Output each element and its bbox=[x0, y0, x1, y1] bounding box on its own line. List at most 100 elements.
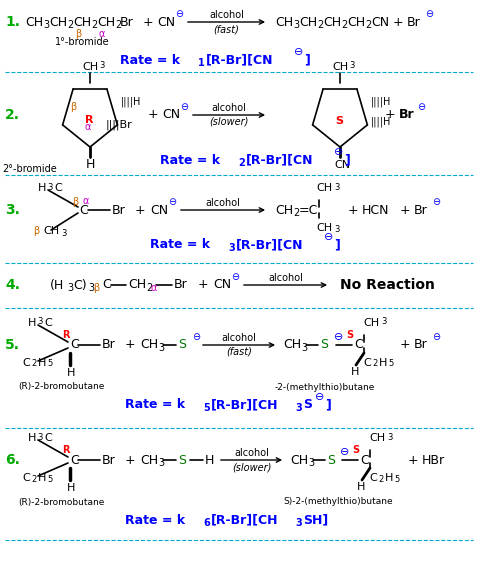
Text: 5: 5 bbox=[203, 403, 210, 413]
Text: 3: 3 bbox=[308, 458, 314, 468]
Text: +: + bbox=[135, 203, 146, 217]
Text: +: + bbox=[400, 338, 411, 351]
Text: ||||H: ||||H bbox=[371, 97, 391, 108]
Text: CH: CH bbox=[363, 318, 379, 328]
Text: α: α bbox=[83, 196, 89, 206]
Text: SH]: SH] bbox=[303, 513, 328, 526]
Text: H: H bbox=[379, 358, 387, 368]
Text: R: R bbox=[62, 445, 69, 455]
Text: [R-Br][CN: [R-Br][CN bbox=[246, 154, 314, 167]
Text: H: H bbox=[357, 482, 365, 492]
Text: CN: CN bbox=[150, 203, 168, 217]
Text: ⊖: ⊖ bbox=[425, 9, 433, 19]
Text: C: C bbox=[44, 433, 52, 443]
Text: 2: 2 bbox=[31, 360, 36, 369]
Text: 1°-bromide: 1°-bromide bbox=[55, 37, 109, 47]
Text: 3: 3 bbox=[99, 61, 104, 70]
Text: 5: 5 bbox=[394, 475, 399, 484]
Text: R: R bbox=[85, 115, 94, 125]
Text: ⊖: ⊖ bbox=[180, 102, 188, 112]
Text: CH: CH bbox=[82, 62, 98, 72]
Text: 2: 2 bbox=[317, 20, 323, 30]
Text: ⊖: ⊖ bbox=[168, 197, 176, 207]
Text: 3: 3 bbox=[295, 518, 302, 528]
Text: β: β bbox=[93, 283, 99, 293]
Text: H: H bbox=[351, 367, 359, 377]
Text: (fast): (fast) bbox=[214, 24, 239, 34]
Text: ⊖: ⊖ bbox=[432, 332, 440, 342]
Text: H: H bbox=[385, 473, 393, 483]
Text: Br: Br bbox=[112, 203, 126, 217]
Text: Br: Br bbox=[414, 338, 428, 351]
Text: 2: 2 bbox=[67, 20, 73, 30]
Text: [R-Br][CN: [R-Br][CN bbox=[236, 239, 304, 252]
Text: S: S bbox=[178, 454, 186, 467]
Text: β: β bbox=[70, 102, 76, 112]
Text: α: α bbox=[99, 29, 105, 39]
Text: Br: Br bbox=[407, 16, 421, 29]
Text: CH: CH bbox=[25, 16, 43, 29]
Text: CH: CH bbox=[290, 454, 308, 467]
Text: ⊖: ⊖ bbox=[432, 197, 440, 207]
Text: Rate = k: Rate = k bbox=[125, 399, 185, 412]
Text: +: + bbox=[348, 203, 358, 217]
Text: ⊖: ⊖ bbox=[231, 272, 239, 282]
Text: β: β bbox=[33, 226, 39, 236]
Text: 3: 3 bbox=[387, 432, 392, 441]
Text: ⊖: ⊖ bbox=[324, 232, 333, 242]
Text: [R-Br][CH: [R-Br][CH bbox=[211, 513, 279, 526]
Text: 2: 2 bbox=[293, 208, 299, 218]
Text: α: α bbox=[151, 283, 157, 293]
Text: +: + bbox=[400, 203, 411, 217]
Text: +: + bbox=[385, 109, 396, 122]
Text: 3: 3 bbox=[349, 61, 354, 70]
Text: β: β bbox=[72, 197, 78, 207]
Text: CH: CH bbox=[97, 16, 115, 29]
Text: CN: CN bbox=[213, 279, 231, 292]
Text: HCN: HCN bbox=[362, 203, 390, 217]
Text: 3: 3 bbox=[158, 458, 164, 468]
Text: ⊖: ⊖ bbox=[175, 9, 183, 19]
Text: 2: 2 bbox=[372, 360, 377, 369]
Text: -2-(methylthio)butane: -2-(methylthio)butane bbox=[275, 382, 375, 391]
Text: 3: 3 bbox=[37, 318, 43, 327]
Text: +: + bbox=[408, 454, 419, 467]
Text: H: H bbox=[28, 318, 36, 328]
Text: 3: 3 bbox=[37, 432, 43, 441]
Text: 2: 2 bbox=[115, 20, 121, 30]
Text: S)-2-(methylthio)butane: S)-2-(methylthio)butane bbox=[283, 498, 392, 507]
Text: H: H bbox=[28, 433, 36, 443]
Text: CH: CH bbox=[316, 183, 332, 193]
Text: C: C bbox=[369, 473, 377, 483]
Text: S: S bbox=[346, 330, 353, 340]
Text: ⊖: ⊖ bbox=[340, 447, 349, 457]
Text: C: C bbox=[360, 454, 369, 467]
Text: Rate = k: Rate = k bbox=[160, 154, 220, 167]
Text: Br: Br bbox=[102, 338, 116, 351]
Text: CH: CH bbox=[347, 16, 365, 29]
Text: alcohol: alcohol bbox=[234, 448, 269, 458]
Text: (slower): (slower) bbox=[209, 117, 249, 127]
Text: C: C bbox=[79, 203, 88, 217]
Text: 6.: 6. bbox=[5, 453, 20, 467]
Text: CH: CH bbox=[128, 279, 146, 292]
Text: C: C bbox=[22, 473, 30, 483]
Text: (fast): (fast) bbox=[226, 347, 252, 357]
Text: ⊖: ⊖ bbox=[334, 147, 343, 157]
Text: (R)-2-bromobutane: (R)-2-bromobutane bbox=[18, 498, 104, 507]
Text: ⊖: ⊖ bbox=[294, 47, 304, 57]
Text: H: H bbox=[38, 183, 46, 193]
Text: 3: 3 bbox=[295, 403, 302, 413]
Text: 3: 3 bbox=[158, 343, 164, 353]
Text: 2°-bromide: 2°-bromide bbox=[2, 164, 57, 174]
Text: ⊖: ⊖ bbox=[315, 392, 325, 402]
Text: 3: 3 bbox=[228, 243, 235, 253]
Text: S: S bbox=[327, 454, 335, 467]
Text: 5: 5 bbox=[47, 360, 52, 369]
Text: 2: 2 bbox=[31, 475, 36, 484]
Text: +: + bbox=[125, 454, 136, 467]
Text: ]: ] bbox=[334, 239, 340, 252]
Text: 2: 2 bbox=[341, 20, 347, 30]
Text: H: H bbox=[38, 473, 46, 483]
Text: 3: 3 bbox=[47, 182, 53, 191]
